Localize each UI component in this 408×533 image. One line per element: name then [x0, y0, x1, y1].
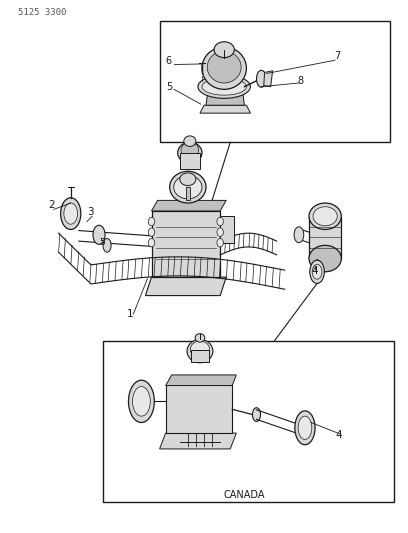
- Ellipse shape: [184, 136, 196, 147]
- Ellipse shape: [202, 47, 246, 90]
- Ellipse shape: [190, 341, 210, 358]
- Bar: [186, 187, 190, 200]
- Polygon shape: [145, 277, 226, 296]
- Ellipse shape: [294, 227, 304, 243]
- Ellipse shape: [93, 225, 105, 244]
- Ellipse shape: [181, 142, 199, 158]
- Ellipse shape: [187, 340, 213, 363]
- Ellipse shape: [148, 217, 155, 226]
- Text: 4: 4: [311, 266, 318, 277]
- Text: 8: 8: [298, 76, 304, 86]
- Polygon shape: [166, 385, 232, 433]
- Polygon shape: [200, 105, 251, 113]
- Text: 5: 5: [166, 83, 172, 92]
- Polygon shape: [160, 433, 236, 449]
- Polygon shape: [166, 375, 236, 385]
- Ellipse shape: [217, 238, 224, 247]
- Ellipse shape: [180, 173, 196, 185]
- Ellipse shape: [214, 42, 234, 58]
- Bar: [160, 21, 390, 142]
- Ellipse shape: [198, 75, 251, 98]
- Ellipse shape: [217, 217, 224, 226]
- Ellipse shape: [310, 260, 324, 284]
- Bar: [309, 216, 341, 259]
- Ellipse shape: [257, 70, 266, 87]
- Polygon shape: [151, 211, 220, 277]
- Ellipse shape: [217, 228, 224, 236]
- Ellipse shape: [202, 78, 246, 95]
- Ellipse shape: [178, 142, 202, 164]
- Ellipse shape: [195, 334, 205, 342]
- Text: 1: 1: [127, 309, 134, 319]
- Ellipse shape: [207, 51, 241, 83]
- Bar: [191, 350, 209, 362]
- Ellipse shape: [312, 264, 322, 279]
- Text: 7: 7: [334, 51, 340, 61]
- Ellipse shape: [295, 411, 315, 445]
- Ellipse shape: [133, 386, 150, 416]
- Text: 3: 3: [87, 207, 93, 217]
- Text: 5125 3300: 5125 3300: [18, 9, 67, 17]
- Ellipse shape: [61, 198, 81, 230]
- Polygon shape: [151, 200, 226, 211]
- Ellipse shape: [309, 203, 341, 230]
- Ellipse shape: [309, 245, 341, 272]
- Ellipse shape: [174, 175, 202, 199]
- Ellipse shape: [148, 228, 155, 236]
- Ellipse shape: [313, 207, 337, 226]
- Polygon shape: [220, 216, 234, 243]
- Bar: [103, 341, 394, 502]
- Text: 4: 4: [335, 430, 342, 440]
- Ellipse shape: [64, 203, 78, 224]
- Text: 5: 5: [99, 238, 105, 247]
- Ellipse shape: [298, 416, 312, 439]
- Text: CANADA: CANADA: [224, 490, 265, 499]
- Polygon shape: [206, 90, 244, 105]
- Text: 6: 6: [166, 56, 172, 67]
- Bar: [180, 153, 200, 168]
- Ellipse shape: [129, 380, 154, 423]
- Ellipse shape: [253, 408, 261, 422]
- Ellipse shape: [103, 238, 111, 252]
- Polygon shape: [264, 71, 273, 87]
- Text: 2: 2: [49, 200, 55, 211]
- Ellipse shape: [148, 238, 155, 247]
- Ellipse shape: [170, 171, 206, 203]
